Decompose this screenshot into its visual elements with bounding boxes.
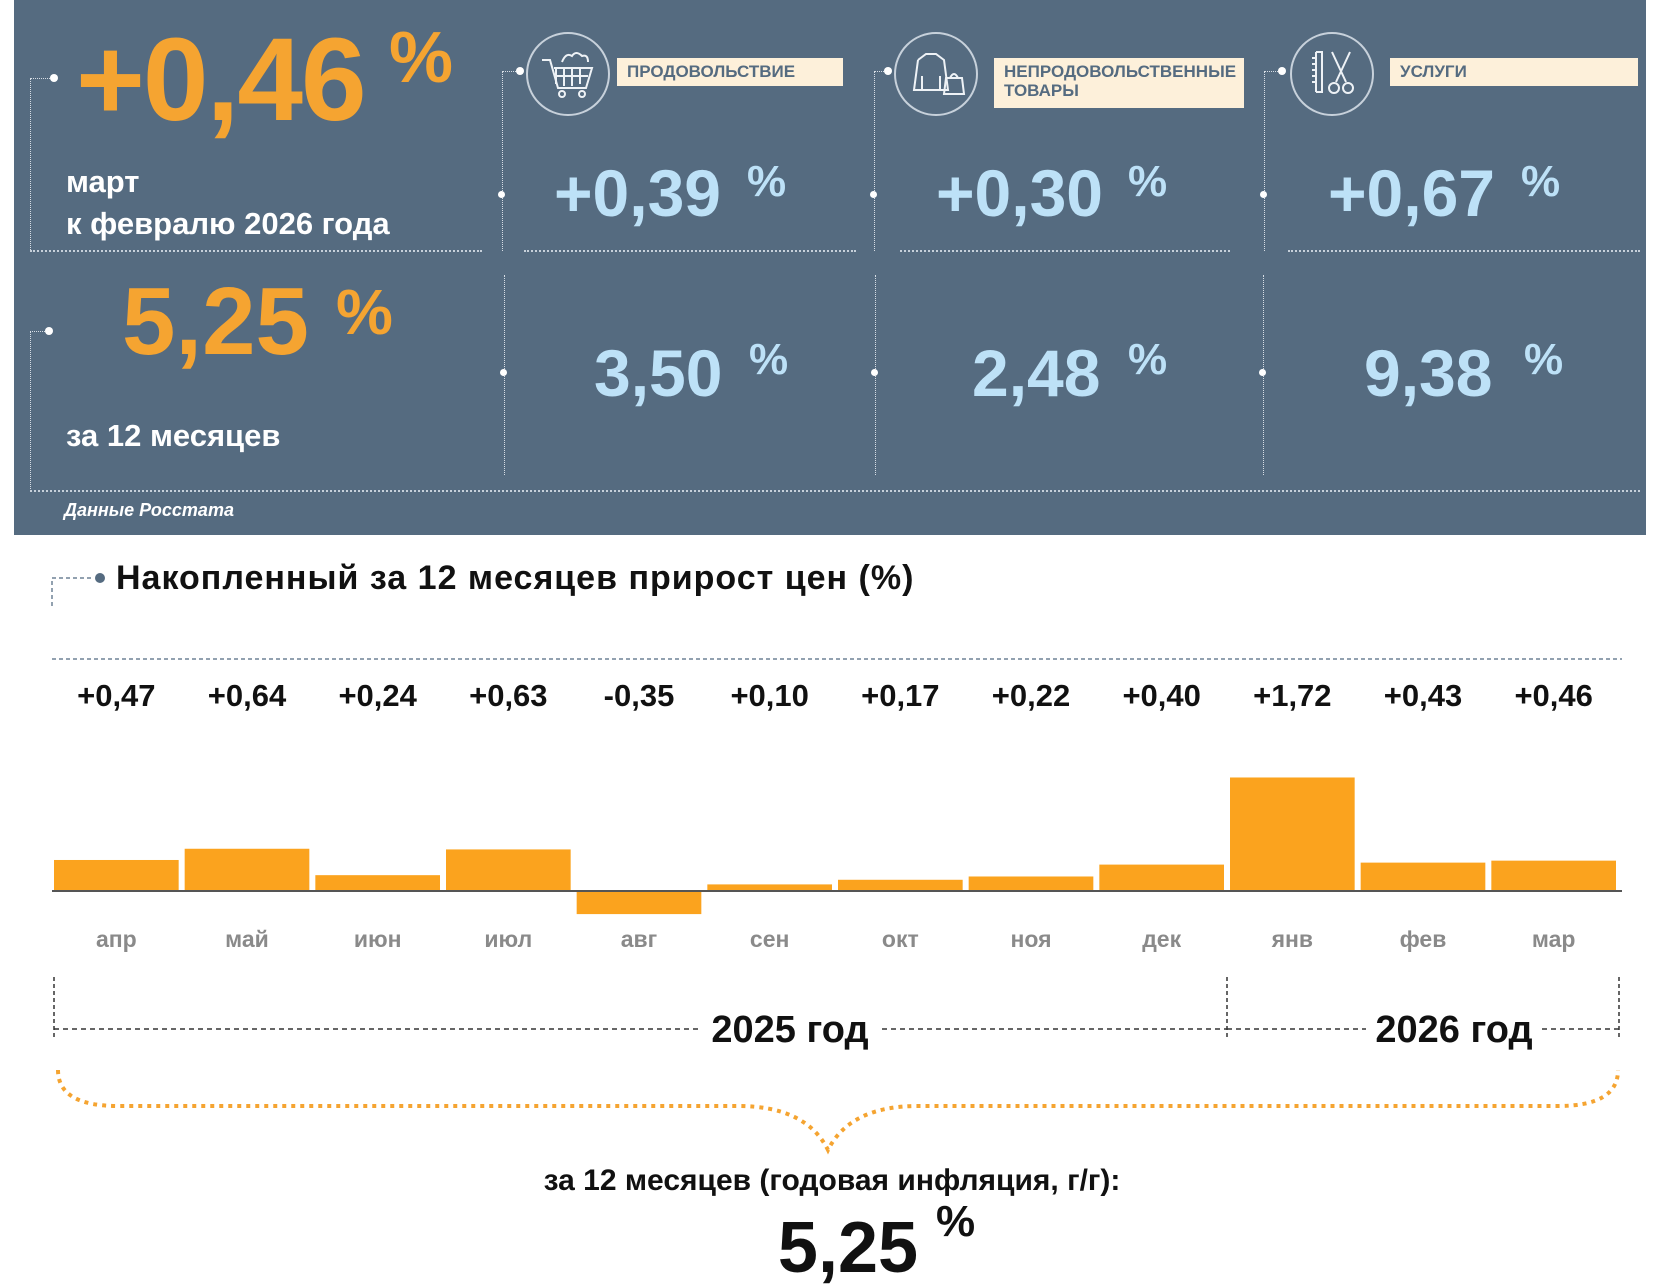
bar-мар	[1491, 860, 1616, 891]
inflation-bar-chart: Накопленный за 12 месяцев прирост цен (%…	[51, 559, 1622, 1285]
category-label-food: ПРОДОВОЛЬСТВИЕ	[617, 58, 843, 86]
food-annual-percent: %	[749, 335, 789, 384]
nonfood-monthly-percent: %	[1128, 157, 1168, 206]
bar-июл	[446, 849, 571, 891]
monthly-caption: март	[66, 164, 140, 199]
food-monthly-percent: %	[747, 157, 787, 206]
bar-июн	[315, 875, 440, 891]
clothes-icon	[894, 32, 978, 116]
connector-dot	[871, 369, 878, 376]
divider	[30, 250, 482, 252]
services-annual-percent: %	[1524, 335, 1564, 384]
month-label-янв: янв	[1271, 926, 1313, 952]
annual-caption: за 12 месяцев (годовая инфляция, г/г):	[544, 1164, 1121, 1197]
title-dot	[95, 573, 105, 583]
connector-dot	[870, 191, 877, 198]
source-note: Данные Росстата	[64, 500, 234, 520]
connector-line	[874, 71, 875, 251]
divider	[524, 250, 856, 252]
bar-май	[184, 848, 310, 891]
value-label-май: +0,64	[208, 678, 287, 713]
services-monthly-percent: %	[1521, 157, 1561, 206]
category-label-services: УСЛУГИ	[1390, 58, 1638, 86]
connector-line	[502, 71, 503, 251]
month-label-авг: авг	[621, 926, 658, 952]
value-label-фев: +0,43	[1384, 678, 1462, 713]
month-label-окт: окт	[882, 926, 919, 952]
annual-caption: за 12 месяцев	[66, 418, 281, 453]
nonfood-annual-value: 2,48	[972, 336, 1101, 410]
connector-dot	[1278, 67, 1286, 75]
year-label-1: 2025 год	[711, 1009, 868, 1051]
connector-line	[1264, 71, 1265, 251]
category-label-nonfood: НЕПРОДОВОЛЬСТВЕННЫЕ ТОВАРЫ	[994, 58, 1244, 108]
services-monthly-value: +0,67	[1328, 156, 1495, 230]
value-label-ноя: +0,22	[992, 678, 1070, 713]
bar-апр	[54, 859, 179, 891]
value-label-сен: +0,10	[730, 678, 808, 713]
services-annual-value: 9,38	[1364, 336, 1493, 410]
annual-value: 5,25	[778, 1208, 918, 1285]
value-label-окт: +0,17	[861, 678, 939, 713]
bar-авг	[576, 891, 702, 915]
connector-line	[30, 78, 31, 250]
value-label-мар: +0,46	[1514, 678, 1592, 713]
nonfood-monthly-value: +0,30	[936, 156, 1103, 230]
divider	[30, 490, 1640, 492]
month-label-ноя: ноя	[1010, 926, 1051, 952]
summary-panel: +0,46 % март к февралю 2026 года 5,25 % …	[14, 0, 1646, 535]
value-label-янв: +1,72	[1253, 678, 1331, 713]
monthly-inflation-value: +0,46	[76, 14, 367, 146]
year-label-2: 2026 год	[1375, 1009, 1532, 1051]
bar-ноя	[968, 876, 1094, 891]
connector-dot	[516, 67, 524, 75]
value-label-апр: +0,47	[77, 678, 155, 713]
bar-окт	[838, 879, 963, 891]
connector-line	[30, 331, 31, 491]
divider	[900, 250, 1230, 252]
food-annual-value: 3,50	[594, 336, 723, 410]
bar-янв	[1230, 777, 1355, 891]
value-label-авг: -0,35	[604, 678, 675, 713]
monthly-inflation-percent: %	[389, 18, 454, 98]
annual-percent: %	[936, 1197, 975, 1246]
connector-dot	[498, 191, 505, 198]
bar-фев	[1360, 862, 1486, 891]
month-label-июл: июл	[484, 926, 532, 952]
connector-line	[502, 71, 516, 72]
bar-сен	[707, 884, 832, 891]
month-label-июн: июн	[354, 926, 402, 952]
shopping-cart-icon	[526, 32, 610, 116]
connector-line	[30, 78, 50, 79]
value-label-июн: +0,24	[338, 678, 417, 713]
month-label-мар: мар	[1532, 926, 1576, 952]
month-label-фев: фев	[1400, 926, 1447, 952]
month-label-дек: дек	[1142, 926, 1181, 952]
divider	[1288, 250, 1640, 252]
connector-line	[30, 331, 45, 332]
nonfood-annual-percent: %	[1128, 335, 1168, 384]
chart-title: Накопленный за 12 месяцев прирост цен (%…	[116, 559, 914, 597]
connector-line	[874, 71, 884, 72]
month-label-май: май	[225, 926, 269, 952]
connector-dot	[884, 67, 892, 75]
connector-dot	[1260, 191, 1267, 198]
value-label-июл: +0,63	[469, 678, 547, 713]
connector-dot	[50, 74, 58, 82]
connector-dot	[45, 327, 53, 335]
title-connector	[51, 577, 94, 606]
annual-brace	[56, 1069, 1620, 1155]
annual-inflation-percent: %	[336, 276, 393, 348]
food-monthly-value: +0,39	[554, 156, 721, 230]
bar-дек	[1099, 864, 1224, 891]
monthly-caption-period: к февралю 2026 года	[66, 206, 390, 241]
connector-line	[1264, 71, 1278, 72]
annual-inflation-value: 5,25	[122, 268, 309, 375]
value-label-дек: +0,40	[1122, 678, 1200, 713]
connector-dot	[500, 369, 507, 376]
month-label-сен: сен	[750, 926, 789, 952]
scissors-comb-icon	[1290, 32, 1374, 116]
month-label-апр: апр	[96, 926, 137, 952]
connector-dot	[1259, 369, 1266, 376]
